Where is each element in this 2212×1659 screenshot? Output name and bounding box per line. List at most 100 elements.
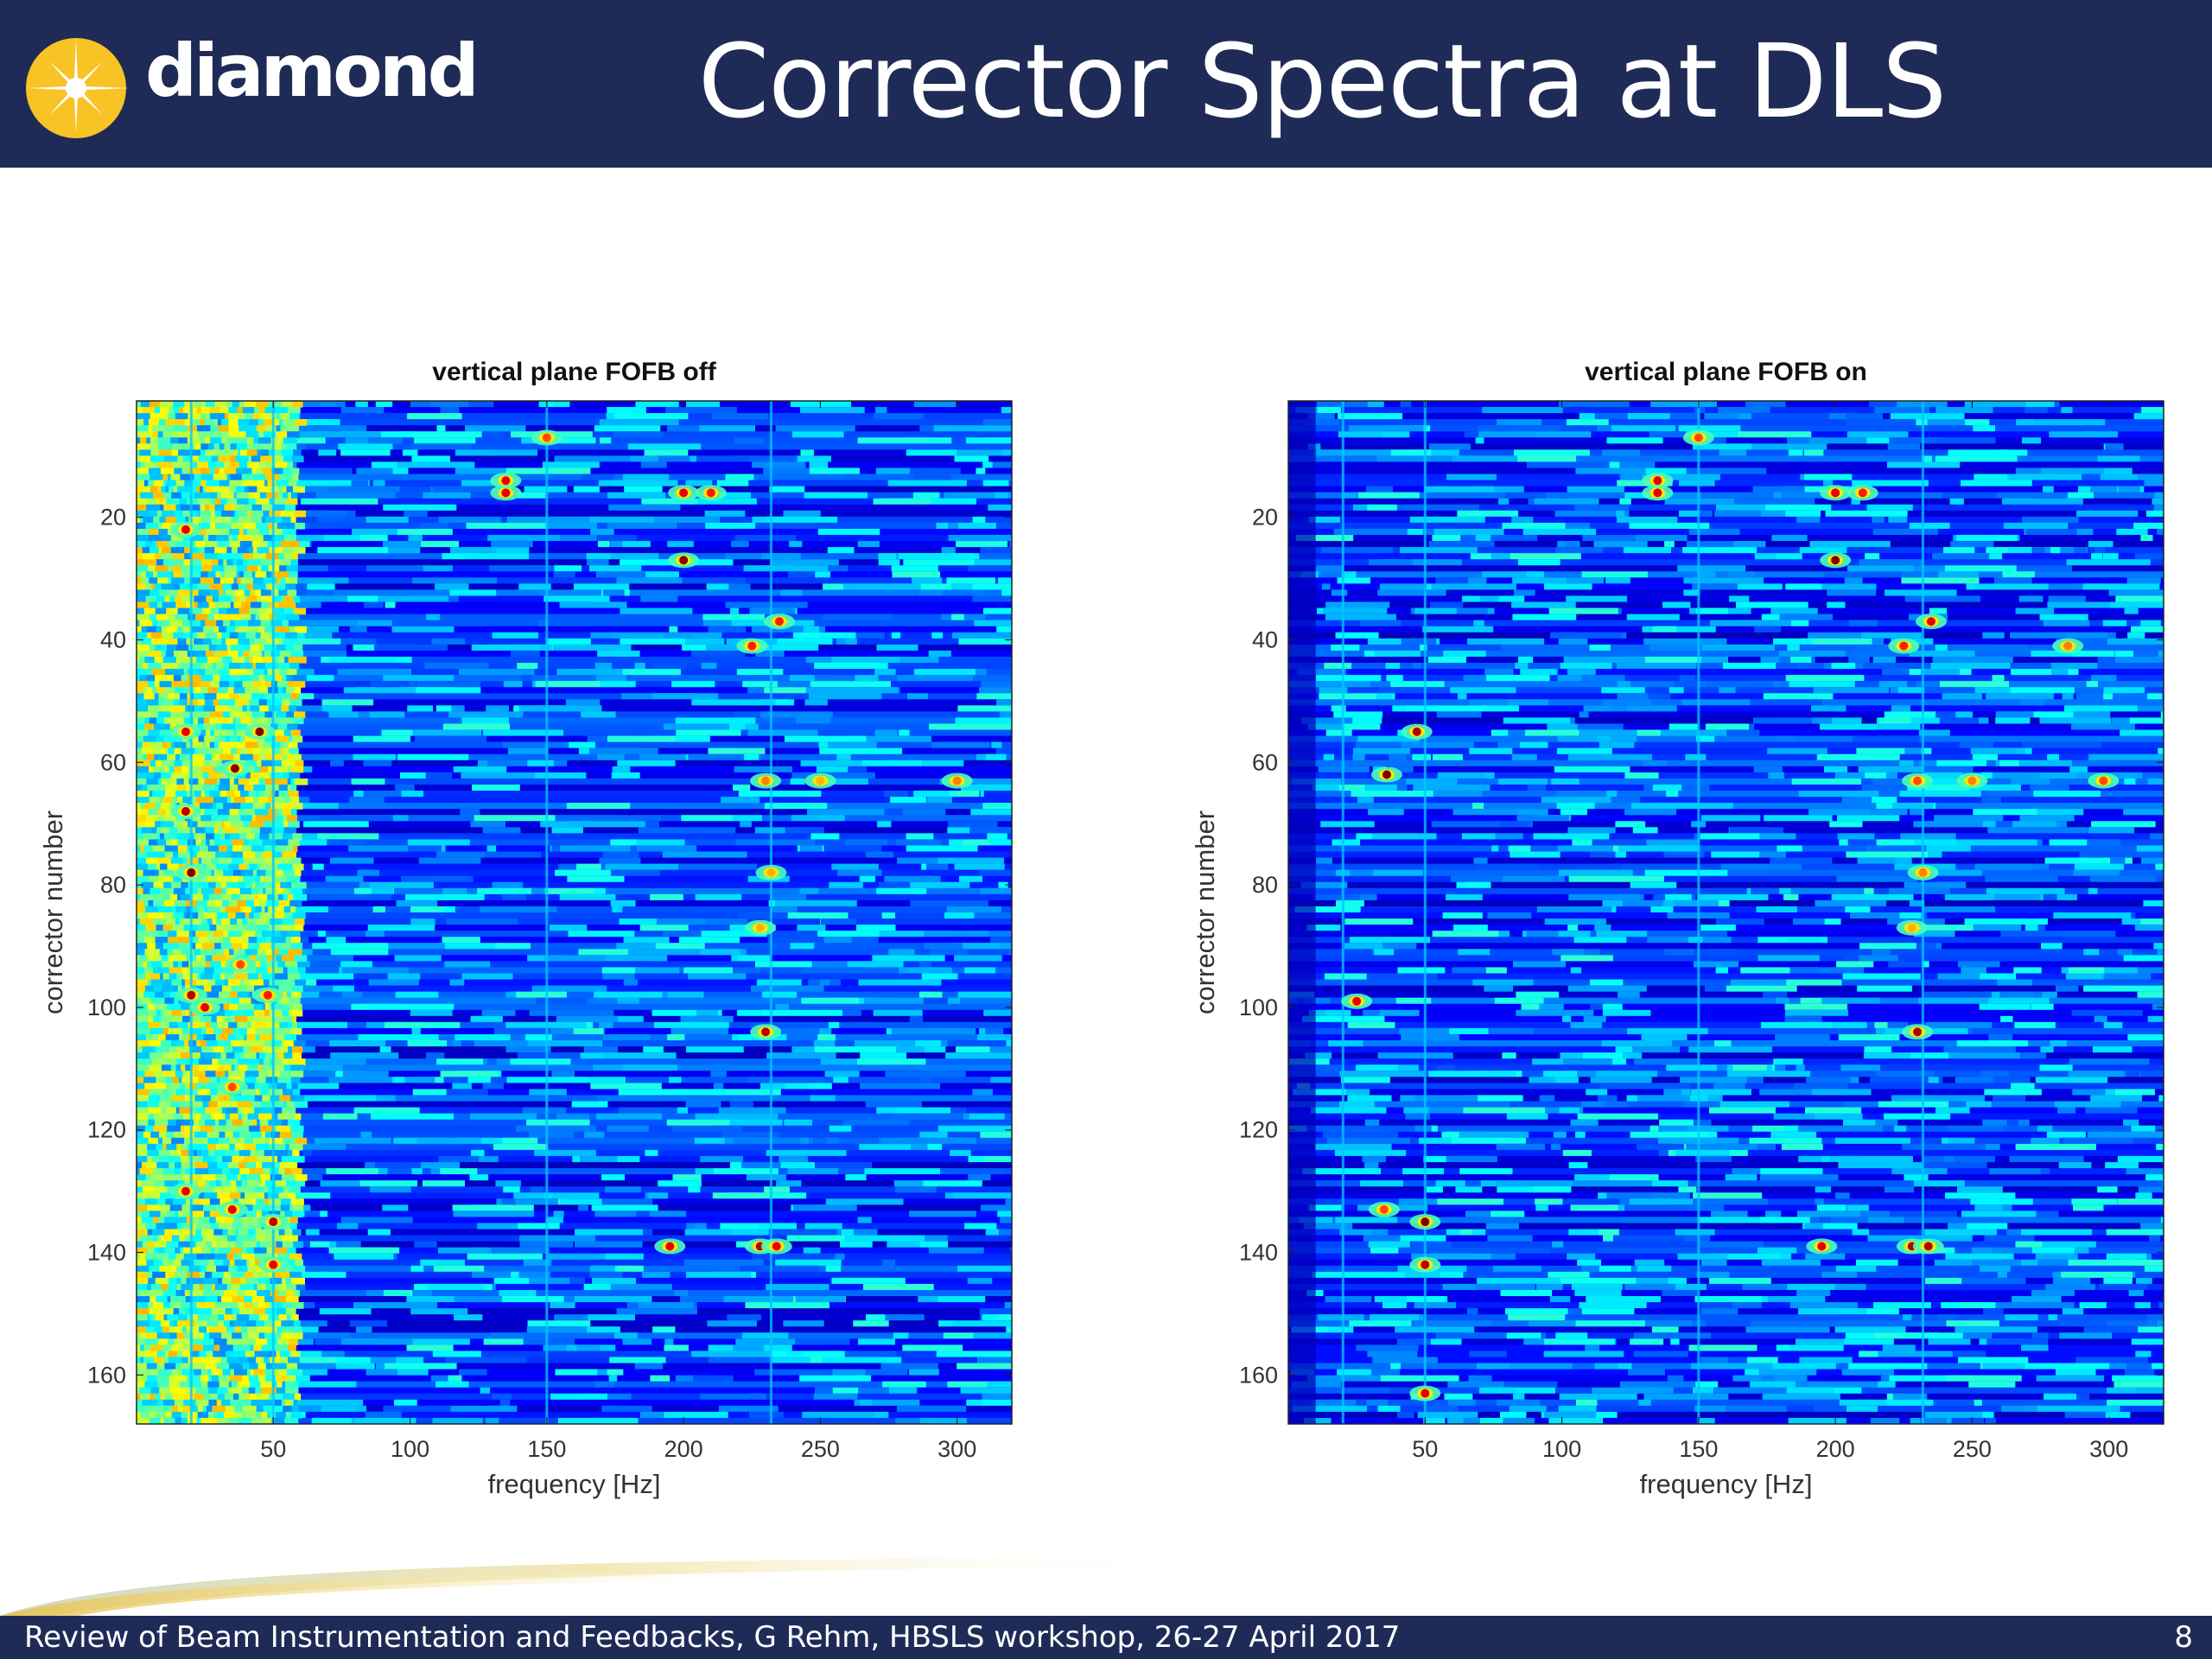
heatmap-cell bbox=[291, 467, 300, 475]
heatmap-cell bbox=[249, 687, 259, 694]
heatmap-cell bbox=[260, 961, 267, 969]
heatmap-cell bbox=[246, 529, 260, 536]
heatmap-cell bbox=[177, 626, 182, 633]
heatmap-cell bbox=[372, 480, 385, 487]
heatmap-cell bbox=[205, 1107, 219, 1115]
heatmap-cell bbox=[891, 1113, 962, 1121]
heatmap-cell bbox=[262, 851, 273, 859]
heatmap-cell bbox=[205, 620, 217, 627]
heatmap-cell bbox=[206, 1241, 213, 1249]
heatmap-cell bbox=[181, 1119, 194, 1127]
heatmap-cell bbox=[269, 1198, 282, 1205]
heatmap-cell bbox=[164, 997, 175, 1005]
heatmap-row bbox=[137, 480, 1012, 487]
heatmap-cell bbox=[990, 1077, 1012, 1084]
heatmap-cell bbox=[215, 821, 222, 828]
heatmap-cell bbox=[203, 535, 209, 542]
heatmap-cell bbox=[173, 1229, 179, 1236]
heatmap-cell bbox=[197, 881, 209, 889]
heatmap-cell bbox=[235, 1229, 239, 1236]
heatmap-cell bbox=[175, 1040, 185, 1047]
heatmap-cell bbox=[701, 931, 767, 938]
heatmap-cell bbox=[554, 1314, 613, 1321]
heatmap-cell bbox=[221, 419, 230, 426]
heatmap-cell bbox=[609, 632, 664, 639]
heatmap-cell bbox=[253, 1009, 265, 1017]
heatmap-cell bbox=[221, 431, 230, 438]
heatmap-cell bbox=[190, 1320, 195, 1327]
heatmap-cell bbox=[162, 522, 170, 530]
heatmap-cell bbox=[242, 943, 249, 950]
heatmap-cell bbox=[168, 541, 176, 548]
heatmap-cell bbox=[188, 918, 202, 925]
heatmap-cell bbox=[517, 1052, 581, 1059]
heatmap-cell bbox=[406, 1296, 476, 1303]
heatmap-cell bbox=[526, 1326, 588, 1333]
heatmap-cell bbox=[213, 474, 227, 481]
heatmap-cell bbox=[235, 480, 244, 487]
heatmap-cell bbox=[217, 1040, 232, 1047]
heatmap-cell bbox=[175, 480, 185, 487]
heatmap-cell bbox=[240, 1052, 245, 1059]
heatmap-cell bbox=[465, 425, 526, 432]
heatmap-cell bbox=[199, 1351, 207, 1358]
heatmap-cell bbox=[148, 979, 152, 987]
heatmap-cell bbox=[259, 1089, 270, 1096]
heatmap-cell bbox=[294, 711, 306, 719]
heatmap-cell bbox=[203, 1332, 210, 1339]
heatmap-cell bbox=[209, 839, 215, 847]
heatmap-cell bbox=[254, 1083, 270, 1090]
heatmap-cell bbox=[177, 845, 188, 853]
heatmap-cell bbox=[192, 620, 201, 627]
heatmap-cell bbox=[224, 821, 232, 828]
heatmap-cell bbox=[181, 1143, 188, 1151]
heatmap-cell bbox=[274, 973, 289, 981]
heatmap-row bbox=[137, 735, 1012, 743]
heatmap-cell bbox=[693, 1375, 734, 1382]
heatmap-cell bbox=[891, 632, 901, 639]
heatmap-cell bbox=[283, 887, 289, 895]
heatmap-cell bbox=[222, 1113, 226, 1121]
heatmap-cell bbox=[218, 1137, 231, 1145]
heatmap-cell bbox=[607, 1125, 649, 1133]
heatmap-cell bbox=[208, 504, 215, 512]
heatmap-cell bbox=[137, 918, 141, 925]
heatmap-cell bbox=[394, 955, 442, 962]
heatmap-cell bbox=[137, 510, 150, 518]
heatmap-cell bbox=[189, 1015, 201, 1023]
heatmap-cell bbox=[286, 991, 292, 999]
heatmap-cell bbox=[263, 431, 276, 438]
heatmap-cell bbox=[623, 1065, 677, 1071]
heatmap-cell bbox=[353, 1302, 437, 1309]
heatmap-cell bbox=[196, 1033, 205, 1041]
heatmap-cell bbox=[311, 1417, 391, 1424]
heatmap-cell bbox=[596, 571, 646, 578]
heatmap-cell bbox=[242, 851, 256, 859]
heatmap-cell bbox=[375, 401, 393, 408]
heatmap-cell bbox=[222, 985, 232, 993]
heatmap-cell bbox=[979, 869, 1012, 877]
heatmap-cell bbox=[527, 760, 554, 767]
heatmap-cell bbox=[590, 529, 614, 536]
heatmap-cell bbox=[137, 681, 149, 688]
heatmap-cell bbox=[272, 595, 282, 603]
heatmap-cell bbox=[244, 571, 253, 578]
heatmap-cell bbox=[181, 1161, 196, 1169]
heatmap-cell bbox=[282, 1009, 290, 1017]
heatmap-cell bbox=[137, 803, 141, 810]
heatmap-cell bbox=[200, 766, 212, 773]
heatmap-cell bbox=[682, 644, 708, 652]
heatmap-cell bbox=[590, 632, 617, 639]
heatmap-cell bbox=[181, 979, 186, 987]
heatmap-cell bbox=[148, 1021, 160, 1029]
heatmap-cell bbox=[442, 553, 474, 560]
heatmap-cell bbox=[550, 1302, 575, 1309]
heatmap-cell bbox=[245, 1277, 259, 1285]
heatmap-cell bbox=[534, 1149, 596, 1157]
heatmap-cell bbox=[289, 663, 300, 670]
heatmap-cell bbox=[215, 949, 225, 956]
heatmap-cell bbox=[172, 717, 185, 725]
heatmap-row bbox=[137, 663, 1012, 670]
heatmap-cell bbox=[158, 1033, 167, 1041]
heatmap-cell bbox=[177, 961, 183, 969]
